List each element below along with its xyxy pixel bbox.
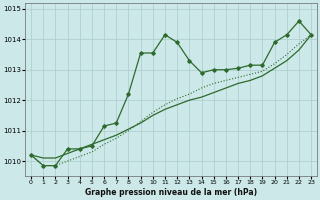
- X-axis label: Graphe pression niveau de la mer (hPa): Graphe pression niveau de la mer (hPa): [85, 188, 257, 197]
